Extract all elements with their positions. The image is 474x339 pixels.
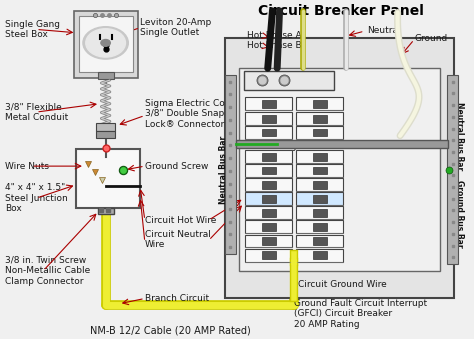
Bar	[245, 150, 292, 163]
Bar	[296, 97, 343, 110]
Bar	[236, 140, 448, 147]
Bar	[313, 153, 327, 161]
Bar	[96, 123, 115, 131]
Bar	[313, 181, 327, 188]
Text: Hot Phase B: Hot Phase B	[247, 41, 302, 50]
Bar	[76, 149, 140, 208]
Bar	[262, 153, 276, 161]
Bar	[296, 235, 343, 247]
Bar	[296, 164, 343, 177]
Bar	[245, 97, 292, 110]
Text: Hot Phase A: Hot Phase A	[247, 31, 302, 40]
Bar	[296, 126, 343, 139]
Bar	[245, 206, 292, 219]
Bar	[245, 193, 292, 205]
Bar	[262, 209, 276, 217]
Text: Pigtail: Pigtail	[283, 142, 311, 151]
Text: 4" x 4" x 1.5"
Steel Junction
Box: 4" x 4" x 1.5" Steel Junction Box	[5, 183, 68, 213]
Text: Branch Circuit: Branch Circuit	[145, 294, 209, 303]
Bar	[447, 75, 458, 264]
Bar	[296, 113, 343, 125]
Bar	[225, 75, 236, 254]
Bar	[262, 252, 276, 259]
Bar	[262, 128, 276, 136]
Circle shape	[83, 27, 128, 59]
Bar	[262, 195, 276, 203]
Bar	[313, 223, 327, 231]
Text: 3/8 in. Twin Screw
Non-Metallic Cable
Clamp Connector: 3/8 in. Twin Screw Non-Metallic Cable Cl…	[5, 256, 91, 286]
Text: Sigma Electric Co.
3/8" Double Snap
Lock® Connector: Sigma Electric Co. 3/8" Double Snap Lock…	[145, 99, 228, 129]
Text: NM-B 12/2 Cable (20 AMP Rated): NM-B 12/2 Cable (20 AMP Rated)	[91, 326, 251, 336]
Bar	[239, 68, 440, 271]
Bar	[98, 208, 114, 214]
Text: Neutral: Neutral	[367, 26, 401, 35]
Text: Circuit Neutral
Wire: Circuit Neutral Wire	[145, 230, 211, 250]
Bar	[245, 235, 292, 247]
Bar	[245, 249, 292, 262]
Text: Circuit Breaker Panel: Circuit Breaker Panel	[258, 4, 424, 18]
Bar	[296, 249, 343, 262]
Bar	[262, 181, 276, 188]
Bar	[262, 100, 276, 107]
Bar	[98, 72, 114, 79]
Bar	[313, 128, 327, 136]
Bar	[245, 178, 292, 191]
Bar	[296, 150, 343, 163]
Bar	[262, 223, 276, 231]
Text: 3/8" Flexible
Metal Conduit: 3/8" Flexible Metal Conduit	[5, 102, 69, 122]
Text: Circuit Ground Wire: Circuit Ground Wire	[299, 280, 387, 290]
Bar	[313, 195, 327, 203]
Bar	[296, 220, 343, 233]
Text: Ground Fault Circuit Interrupt
(GFCI) Circuit Breaker
20 AMP Rating: Ground Fault Circuit Interrupt (GFCI) Ci…	[294, 299, 427, 329]
Bar	[79, 16, 133, 72]
Bar	[245, 164, 292, 177]
Bar	[313, 167, 327, 174]
Bar	[262, 237, 276, 245]
Text: Ground Bus Bar: Ground Bus Bar	[456, 180, 465, 247]
Bar	[313, 115, 327, 123]
Bar	[296, 178, 343, 191]
Bar	[244, 71, 334, 90]
Bar	[96, 131, 115, 138]
Bar	[245, 220, 292, 233]
Text: Ground Screw: Ground Screw	[145, 162, 208, 171]
Bar	[313, 237, 327, 245]
Bar	[296, 193, 343, 205]
Bar	[245, 126, 292, 139]
Bar	[262, 115, 276, 123]
Circle shape	[101, 40, 110, 46]
Text: Ground: Ground	[414, 34, 447, 43]
Bar	[313, 100, 327, 107]
Bar	[245, 113, 292, 125]
Text: Wire Nuts: Wire Nuts	[5, 162, 49, 171]
Text: Single Gang
Steel Box: Single Gang Steel Box	[5, 20, 60, 39]
Bar	[225, 38, 455, 298]
Bar	[296, 206, 343, 219]
Bar	[313, 252, 327, 259]
Text: Circuit Hot Wire: Circuit Hot Wire	[145, 216, 216, 225]
Bar	[313, 209, 327, 217]
Bar	[74, 11, 138, 78]
Circle shape	[86, 29, 126, 57]
Text: Neutral Bus Bar: Neutral Bus Bar	[456, 102, 465, 170]
Text: Neutral Bus Bar: Neutral Bus Bar	[219, 135, 228, 204]
Text: Leviton 20-Amp
Single Outlet: Leviton 20-Amp Single Outlet	[140, 18, 211, 37]
Bar	[262, 167, 276, 174]
